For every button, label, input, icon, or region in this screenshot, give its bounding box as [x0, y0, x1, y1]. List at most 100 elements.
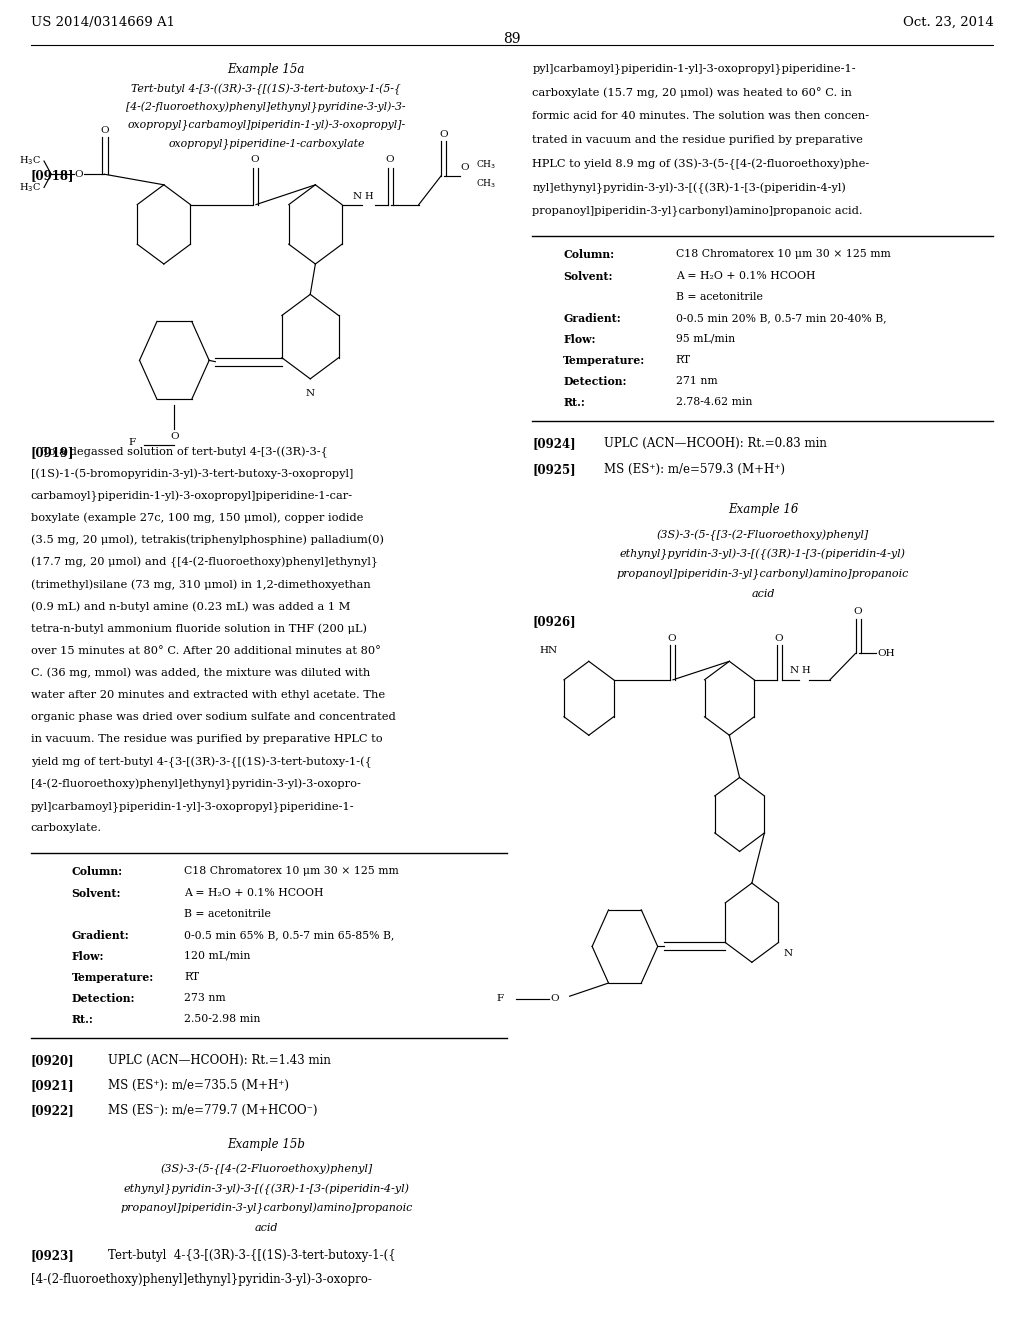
Text: [0922]: [0922]	[31, 1104, 75, 1117]
Text: yield mg of tert-butyl 4-{3-[(3R)-3-{[(1S)-3-tert-butoxy-1-({: yield mg of tert-butyl 4-{3-[(3R)-3-{[(1…	[31, 756, 372, 768]
Text: O: O	[251, 154, 259, 164]
Text: O: O	[668, 634, 676, 643]
Text: 2.50-2.98 min: 2.50-2.98 min	[184, 1014, 261, 1024]
Text: [0923]: [0923]	[31, 1249, 75, 1262]
Text: Column:: Column:	[72, 866, 123, 878]
Text: A = H₂O + 0.1% HCOOH: A = H₂O + 0.1% HCOOH	[184, 887, 324, 898]
Text: B = acetonitrile: B = acetonitrile	[676, 292, 763, 302]
Text: MS (ES⁺): m/e=735.5 (M+H⁺): MS (ES⁺): m/e=735.5 (M+H⁺)	[108, 1078, 289, 1092]
Text: [0924]: [0924]	[532, 437, 577, 450]
Text: HN: HN	[540, 645, 558, 655]
Text: A = H₂O + 0.1% HCOOH: A = H₂O + 0.1% HCOOH	[676, 271, 815, 281]
Text: 95 mL/min: 95 mL/min	[676, 334, 735, 345]
Text: pyl]carbamoyl}piperidin-1-yl]-3-oxopropyl}piperidine-1-: pyl]carbamoyl}piperidin-1-yl]-3-oxopropy…	[532, 63, 856, 74]
Text: Example 15b: Example 15b	[227, 1138, 305, 1151]
Text: oxopropyl}piperidine-1-carboxylate: oxopropyl}piperidine-1-carboxylate	[168, 139, 365, 149]
Text: Gradient:: Gradient:	[563, 313, 621, 323]
Text: N: N	[783, 949, 793, 958]
Text: O: O	[170, 432, 178, 441]
Text: Temperature:: Temperature:	[563, 355, 645, 366]
Text: C18 Chromatorex 10 μm 30 × 125 mm: C18 Chromatorex 10 μm 30 × 125 mm	[184, 866, 399, 876]
Text: Tert-butyl 4-[3-((3R)-3-{[(1S)-3-tert-butoxy-1-(5-{: Tert-butyl 4-[3-((3R)-3-{[(1S)-3-tert-bu…	[131, 83, 401, 95]
Text: Oct. 23, 2014: Oct. 23, 2014	[902, 16, 993, 29]
Text: Column:: Column:	[563, 249, 614, 260]
Text: water after 20 minutes and extracted with ethyl acetate. The: water after 20 minutes and extracted wit…	[31, 690, 385, 700]
Text: N: N	[306, 389, 314, 399]
Text: [0921]: [0921]	[31, 1078, 75, 1092]
Text: O: O	[386, 154, 394, 164]
Text: [4-(2-fluoroethoxy)phenyl]ethynyl}pyridin-3-yl)-3-oxopro-: [4-(2-fluoroethoxy)phenyl]ethynyl}pyridi…	[31, 779, 360, 791]
Text: [0925]: [0925]	[532, 463, 577, 477]
Text: (3.5 mg, 20 μmol), tetrakis(triphenylphosphine) palladium(0): (3.5 mg, 20 μmol), tetrakis(triphenylpho…	[31, 535, 384, 545]
Text: [0918]: [0918]	[31, 169, 74, 182]
Text: carbamoyl}piperidin-1-yl)-3-oxopropyl]piperidine-1-car-: carbamoyl}piperidin-1-yl)-3-oxopropyl]pi…	[31, 491, 353, 502]
Text: C18 Chromatorex 10 μm 30 × 125 mm: C18 Chromatorex 10 μm 30 × 125 mm	[676, 249, 891, 260]
Text: To a degassed solution of tert-butyl 4-[3-((3R)-3-{: To a degassed solution of tert-butyl 4-[…	[31, 446, 328, 458]
Text: H$_3$C: H$_3$C	[18, 154, 41, 168]
Text: [0926]: [0926]	[532, 615, 577, 628]
Text: O: O	[75, 170, 83, 178]
Text: Rt.:: Rt.:	[563, 397, 585, 408]
Text: formic acid for 40 minutes. The solution was then concen-: formic acid for 40 minutes. The solution…	[532, 111, 869, 121]
Text: pyl]carbamoyl}piperidin-1-yl]-3-oxopropyl}piperidine-1-: pyl]carbamoyl}piperidin-1-yl]-3-oxopropy…	[31, 801, 354, 812]
Text: UPLC (ACN—HCOOH): Rt.=0.83 min: UPLC (ACN—HCOOH): Rt.=0.83 min	[604, 437, 827, 450]
Text: Gradient:: Gradient:	[72, 929, 129, 941]
Text: Rt.:: Rt.:	[72, 1014, 93, 1026]
Text: 0-0.5 min 65% B, 0.5-7 min 65-85% B,: 0-0.5 min 65% B, 0.5-7 min 65-85% B,	[184, 929, 394, 940]
Text: Flow:: Flow:	[563, 334, 596, 345]
Text: in vacuum. The residue was purified by preparative HPLC to: in vacuum. The residue was purified by p…	[31, 734, 382, 744]
Text: H: H	[801, 665, 810, 675]
Text: O: O	[100, 125, 109, 135]
Text: propanoyl]piperidin-3-yl}carbonyl)amino]propanoic acid.: propanoyl]piperidin-3-yl}carbonyl)amino]…	[532, 206, 863, 218]
Text: propanoyl]piperidin-3-yl}carbonyl)amino]propanoic: propanoyl]piperidin-3-yl}carbonyl)amino]…	[120, 1203, 413, 1214]
Text: O: O	[853, 607, 862, 616]
Text: (0.9 mL) and n-butyl amine (0.23 mL) was added a 1 M: (0.9 mL) and n-butyl amine (0.23 mL) was…	[31, 602, 350, 612]
Text: Solvent:: Solvent:	[563, 271, 612, 281]
Text: US 2014/0314669 A1: US 2014/0314669 A1	[31, 16, 175, 29]
Text: MS (ES⁺): m/e=579.3 (M+H⁺): MS (ES⁺): m/e=579.3 (M+H⁺)	[604, 463, 785, 477]
Text: CH$_3$: CH$_3$	[476, 177, 497, 190]
Text: organic phase was dried over sodium sulfate and concentrated: organic phase was dried over sodium sulf…	[31, 713, 395, 722]
Text: H: H	[365, 191, 373, 201]
Text: C. (36 mg, mmol) was added, the mixture was diluted with: C. (36 mg, mmol) was added, the mixture …	[31, 668, 370, 678]
Text: O: O	[439, 129, 447, 139]
Text: B = acetonitrile: B = acetonitrile	[184, 908, 271, 919]
Text: 120 mL/min: 120 mL/min	[184, 950, 251, 961]
Text: ethynyl}pyridin-3-yl)-3-[({(3R)-1-[3-(piperidin-4-yl): ethynyl}pyridin-3-yl)-3-[({(3R)-1-[3-(pi…	[123, 1183, 410, 1195]
Text: HPLC to yield 8.9 mg of (3S)-3-(5-{[4-(2-fluoroethoxy)phe-: HPLC to yield 8.9 mg of (3S)-3-(5-{[4-(2…	[532, 158, 869, 170]
Text: tetra-n-butyl ammonium fluoride solution in THF (200 μL): tetra-n-butyl ammonium fluoride solution…	[31, 623, 367, 634]
Text: Tert-butyl  4-{3-[(3R)-3-{[(1S)-3-tert-butoxy-1-({: Tert-butyl 4-{3-[(3R)-3-{[(1S)-3-tert-bu…	[108, 1249, 395, 1262]
Text: O: O	[461, 162, 469, 172]
Text: RT: RT	[676, 355, 691, 366]
Text: boxylate (example 27c, 100 mg, 150 μmol), copper iodide: boxylate (example 27c, 100 mg, 150 μmol)…	[31, 512, 364, 523]
Text: 0-0.5 min 20% B, 0.5-7 min 20-40% B,: 0-0.5 min 20% B, 0.5-7 min 20-40% B,	[676, 313, 887, 323]
Text: CH$_3$: CH$_3$	[476, 158, 497, 172]
Text: carboxylate (15.7 mg, 20 μmol) was heated to 60° C. in: carboxylate (15.7 mg, 20 μmol) was heate…	[532, 87, 852, 98]
Text: RT: RT	[184, 972, 200, 982]
Text: propanoyl]piperidin-3-yl}carbonyl)amino]propanoic: propanoyl]piperidin-3-yl}carbonyl)amino]…	[616, 569, 909, 581]
Text: (3S)-3-(5-{[3-(2-Fluoroethoxy)phenyl]: (3S)-3-(5-{[3-(2-Fluoroethoxy)phenyl]	[656, 529, 869, 541]
Text: O: O	[551, 994, 559, 1003]
Text: nyl]ethynyl}pyridin-3-yl)-3-[({(3R)-1-[3-(piperidin-4-yl): nyl]ethynyl}pyridin-3-yl)-3-[({(3R)-1-[3…	[532, 182, 847, 194]
Text: OH: OH	[877, 649, 895, 657]
Text: 89: 89	[503, 32, 521, 46]
Text: Detection:: Detection:	[72, 993, 135, 1005]
Text: [4-(2-fluoroethoxy)phenyl]ethynyl}pyridin-3-yl)-3-oxopro-: [4-(2-fluoroethoxy)phenyl]ethynyl}pyridi…	[31, 1272, 372, 1286]
Text: (17.7 mg, 20 μmol) and {[4-(2-fluoroethoxy)phenyl]ethynyl}: (17.7 mg, 20 μmol) and {[4-(2-fluoroetho…	[31, 557, 378, 569]
Text: O: O	[774, 634, 783, 643]
Text: MS (ES⁻): m/e=779.7 (M+HCOO⁻): MS (ES⁻): m/e=779.7 (M+HCOO⁻)	[108, 1104, 317, 1117]
Text: Flow:: Flow:	[72, 950, 104, 962]
Text: trated in vacuum and the residue purified by preparative: trated in vacuum and the residue purifie…	[532, 135, 863, 145]
Text: acid: acid	[255, 1222, 278, 1233]
Text: N: N	[790, 665, 798, 675]
Text: 273 nm: 273 nm	[184, 993, 226, 1003]
Text: Example 15a: Example 15a	[227, 63, 305, 77]
Text: H$_3$C: H$_3$C	[18, 181, 41, 194]
Text: over 15 minutes at 80° C. After 20 additional minutes at 80°: over 15 minutes at 80° C. After 20 addit…	[31, 645, 381, 656]
Text: acid: acid	[752, 589, 774, 599]
Text: [4-(2-fluoroethoxy)phenyl]ethynyl}pyridine-3-yl)-3-: [4-(2-fluoroethoxy)phenyl]ethynyl}pyridi…	[127, 102, 406, 114]
Text: N: N	[352, 191, 361, 201]
Text: F: F	[497, 994, 504, 1003]
Text: ethynyl}pyridin-3-yl)-3-[({(3R)-1-[3-(piperidin-4-yl): ethynyl}pyridin-3-yl)-3-[({(3R)-1-[3-(pi…	[620, 549, 906, 561]
Text: 271 nm: 271 nm	[676, 376, 718, 387]
